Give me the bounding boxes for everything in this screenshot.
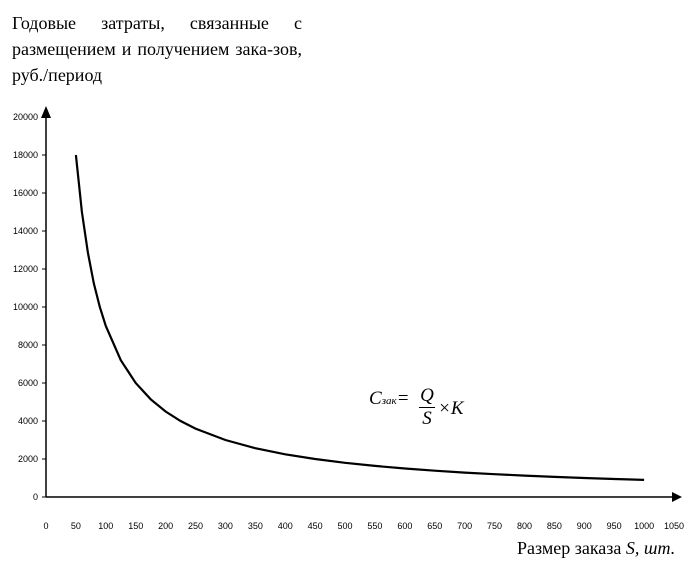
y-tick-label: 14000 [13, 226, 38, 236]
formula-eq: = [396, 388, 410, 409]
axes [41, 106, 682, 502]
formula-k: K [450, 398, 464, 419]
x-tick-label: 200 [158, 521, 173, 531]
y-ticks: 0 2000 4000 6000 8000 10000 12000 14000 16000 180… [13, 112, 46, 502]
x-tick-label: 550 [367, 521, 382, 531]
formula-sub: зак [381, 395, 397, 407]
formula-denominator: S [422, 408, 432, 429]
series-line [74, 154, 645, 481]
y-tick-label: 16000 [13, 188, 38, 198]
x-tick-label: 350 [248, 521, 263, 531]
x-ticks: 0 50 100 150 200 250 300 350 400 450 500 550 600 650 7… [43, 521, 684, 531]
y-tick-label: 6000 [18, 378, 38, 388]
y-tick-label: 12000 [13, 264, 38, 274]
x-tick-label: 400 [278, 521, 293, 531]
x-tick-label: 700 [457, 521, 472, 531]
x-tick-label: 150 [128, 521, 143, 531]
x-tick-label: 500 [338, 521, 353, 531]
x-tick-label: 250 [188, 521, 203, 531]
x-tick-label: 1000 [634, 521, 654, 531]
fraction-bar [419, 407, 435, 408]
x-tick-label: 800 [517, 521, 532, 531]
x-tick-label: 100 [98, 521, 113, 531]
x-axis-label-symbol: S, шт. [625, 538, 676, 558]
x-tick-label: 850 [547, 521, 562, 531]
formula: Cзак= Q S ×K [369, 386, 464, 429]
x-axis-arrow [672, 492, 682, 502]
x-tick-label: 450 [308, 521, 323, 531]
x-axis-label: Размер заказа S, шт. [517, 538, 675, 559]
y-tick-label: 20000 [13, 112, 38, 122]
y-axis-label: Годовые затраты, связанные с размещением… [12, 13, 302, 85]
y-axis-arrow [41, 106, 51, 118]
formula-c: C [369, 388, 382, 409]
y-tick-label: 10000 [13, 302, 38, 312]
formula-times: × [438, 398, 451, 419]
x-tick-label: 750 [487, 521, 502, 531]
x-tick-label: 600 [397, 521, 412, 531]
x-tick-label: 1050 [664, 521, 684, 531]
x-tick-label: 50 [71, 521, 81, 531]
y-tick-label: 8000 [18, 340, 38, 350]
formula-numerator: Q [420, 385, 434, 406]
x-tick-label: 900 [577, 521, 592, 531]
x-tick-label: 300 [218, 521, 233, 531]
x-tick-label: 0 [43, 521, 48, 531]
x-tick-label: 650 [427, 521, 442, 531]
x-axis-label-text: Размер заказа [517, 538, 626, 558]
x-tick-label: 950 [607, 521, 622, 531]
y-tick-label: 4000 [18, 416, 38, 426]
y-tick-label: 18000 [13, 150, 38, 160]
y-tick-label: 2000 [18, 454, 38, 464]
y-tick-label: 0 [33, 492, 38, 502]
formula-fraction: Q S [419, 386, 435, 429]
